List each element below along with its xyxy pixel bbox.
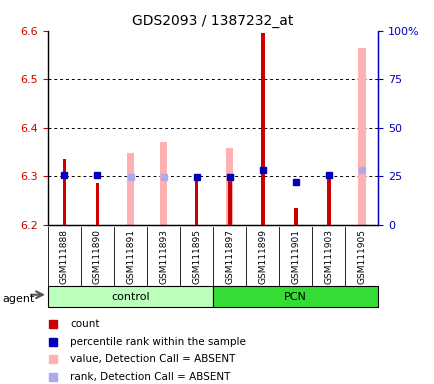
Text: control: control bbox=[111, 291, 149, 302]
Text: PCN: PCN bbox=[284, 291, 306, 302]
Text: GSM111899: GSM111899 bbox=[258, 229, 266, 284]
Bar bbox=[160, 142, 167, 225]
Text: count: count bbox=[70, 319, 99, 329]
Text: GSM111897: GSM111897 bbox=[225, 229, 233, 284]
Bar bbox=[95, 184, 99, 225]
Text: GSM111895: GSM111895 bbox=[192, 229, 201, 284]
Text: GSM111903: GSM111903 bbox=[324, 229, 332, 284]
Bar bbox=[293, 208, 297, 225]
Text: GSM111901: GSM111901 bbox=[291, 229, 299, 284]
Text: GSM111893: GSM111893 bbox=[159, 229, 168, 284]
Title: GDS2093 / 1387232_at: GDS2093 / 1387232_at bbox=[132, 14, 293, 28]
Text: agent: agent bbox=[2, 294, 34, 304]
Text: GSM111891: GSM111891 bbox=[126, 229, 135, 284]
Text: GSM111888: GSM111888 bbox=[60, 229, 69, 284]
FancyBboxPatch shape bbox=[213, 286, 378, 307]
FancyBboxPatch shape bbox=[48, 286, 213, 307]
Bar bbox=[326, 174, 330, 225]
Text: GSM111905: GSM111905 bbox=[357, 229, 365, 284]
Text: rank, Detection Call = ABSENT: rank, Detection Call = ABSENT bbox=[70, 372, 230, 382]
Text: GSM111890: GSM111890 bbox=[93, 229, 102, 284]
Bar bbox=[226, 148, 233, 225]
Bar bbox=[62, 159, 66, 225]
Bar bbox=[127, 153, 134, 225]
Bar bbox=[227, 179, 231, 225]
Text: value, Detection Call = ABSENT: value, Detection Call = ABSENT bbox=[70, 354, 235, 364]
Bar bbox=[358, 48, 365, 225]
Bar bbox=[260, 33, 264, 225]
Bar bbox=[194, 179, 198, 225]
Text: percentile rank within the sample: percentile rank within the sample bbox=[70, 337, 246, 347]
